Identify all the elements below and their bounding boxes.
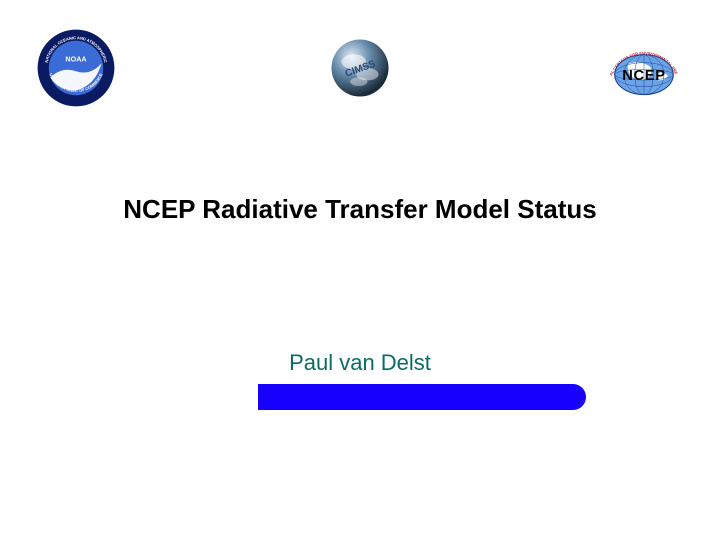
slide: NATIONAL OCEANIC AND ATMOSPHERIC U.S. DE… — [0, 0, 720, 557]
cimss-logo: CIMSS — [320, 28, 400, 108]
slide-title: NCEP Radiative Transfer Model Status — [0, 194, 720, 225]
accent-bar — [258, 384, 586, 410]
ncep-label: NCEP — [622, 68, 665, 84]
noaa-logo: NATIONAL OCEANIC AND ATMOSPHERIC U.S. DE… — [36, 28, 116, 108]
noaa-logo-icon: NATIONAL OCEANIC AND ATMOSPHERIC U.S. DE… — [36, 28, 116, 108]
logo-row: NATIONAL OCEANIC AND ATMOSPHERIC U.S. DE… — [0, 28, 720, 108]
cimss-logo-icon: CIMSS — [329, 37, 391, 99]
slide-author: Paul van Delst — [0, 350, 720, 376]
ncep-logo-icon: NATIONAL CENTERS FOR ENVIRONMENTAL PREDI… — [604, 28, 684, 108]
ncep-logo: NATIONAL CENTERS FOR ENVIRONMENTAL PREDI… — [604, 28, 684, 108]
noaa-label: NOAA — [65, 55, 86, 64]
accent-bar-fill — [258, 384, 586, 410]
